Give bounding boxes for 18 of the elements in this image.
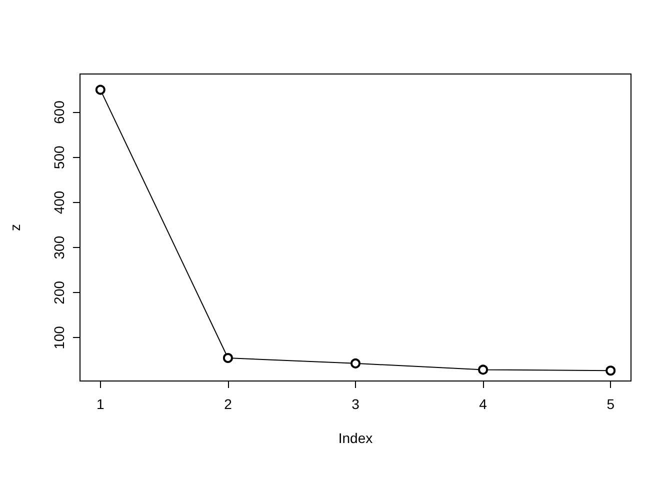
point bbox=[350, 358, 360, 368]
point bbox=[222, 353, 233, 364]
x-axis-title: Index bbox=[338, 430, 373, 446]
y-tick-label: 200 bbox=[51, 280, 67, 304]
x-tick-label: 4 bbox=[479, 396, 488, 412]
y-tick-label: 100 bbox=[51, 326, 67, 350]
point bbox=[606, 366, 616, 376]
x-tick-label: 2 bbox=[224, 396, 232, 412]
point bbox=[478, 364, 488, 375]
x-tick-label: 5 bbox=[606, 396, 615, 412]
y-axis-title: z bbox=[7, 224, 23, 231]
point bbox=[95, 84, 106, 95]
y-tick-label: 300 bbox=[51, 236, 67, 260]
y-tick-label: 500 bbox=[51, 146, 67, 170]
x-tick-label: 1 bbox=[96, 396, 105, 412]
y-tick-label: 400 bbox=[51, 190, 67, 214]
y-tick-label: 600 bbox=[51, 100, 67, 124]
x-tick-label: 3 bbox=[352, 396, 360, 412]
